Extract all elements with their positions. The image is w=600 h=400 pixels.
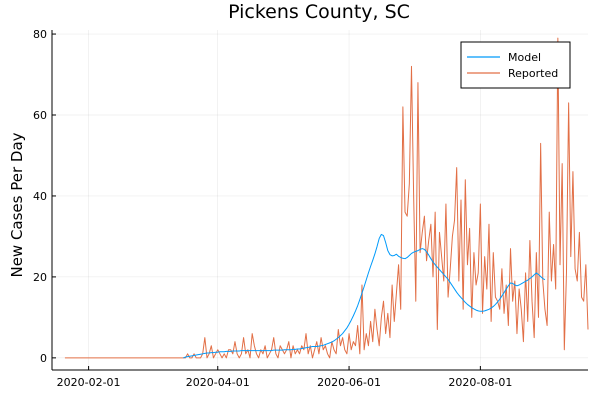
y-tick-label: 80 [33,28,47,41]
series-line-model [183,233,546,359]
legend: Model Reported [460,41,571,89]
x-tick-label: 2020-04-01 [186,376,250,389]
y-axis-title: New Cases Per Day [8,132,26,277]
legend-label-model: Model [508,51,541,64]
ticks: 0 20 40 60 80 2020-02-01 2020-04-01 2020-06-01 2… [33,28,512,389]
x-tick-label: 2020-08-01 [448,376,512,389]
legend-box [460,41,571,89]
y-tick-label: 20 [33,271,47,284]
x-tick-label: 2020-06-01 [317,376,381,389]
x-tick-label: 2020-02-01 [57,376,121,389]
legend-label-reported: Reported [508,67,558,80]
series-line-reported [64,37,589,359]
y-tick-label: 40 [33,190,47,203]
chart-title: Pickens County, SC [228,1,410,23]
y-tick-label: 60 [33,109,47,122]
grid [52,30,588,370]
y-tick-label: 0 [40,352,47,365]
series [64,37,589,359]
